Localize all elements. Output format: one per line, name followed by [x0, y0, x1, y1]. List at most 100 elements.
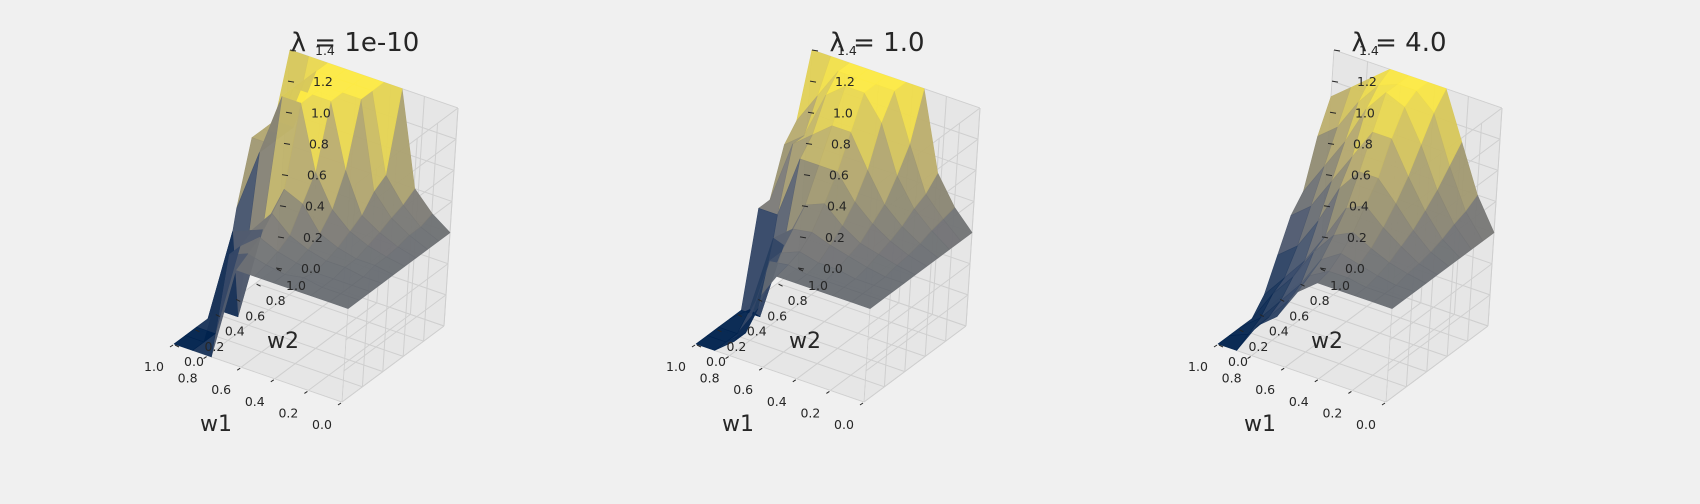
grid-line-y [235, 297, 404, 357]
grid-line-z [345, 263, 449, 341]
y-tick-label-mark [798, 268, 804, 272]
grid-line-x [1251, 279, 1354, 357]
x-tick-label-mark [691, 344, 696, 348]
x-tick-label: 1.0 [1188, 359, 1208, 374]
z-tick-label: 0.6 [1351, 168, 1371, 183]
y-tick-label-mark [1279, 298, 1285, 302]
grid-line-y [1258, 313, 1427, 373]
grid-line-y [1299, 282, 1468, 342]
y-tick-label: 0.2 [1248, 339, 1268, 354]
x-tick-label-mark [1213, 344, 1218, 348]
x-tick-label-mark [203, 356, 207, 360]
z-tick-label-mark [1327, 142, 1335, 145]
y-tick-label-mark [215, 314, 221, 318]
z-tick-label: 0.2 [825, 230, 845, 245]
y-tick-label: 0.4 [225, 324, 245, 339]
chart-title: λ = 1.0 [829, 28, 924, 58]
grid-line-z [867, 263, 971, 341]
z-tick-label: 1.2 [313, 74, 333, 89]
y-tick-label: 0.2 [204, 339, 224, 354]
z-tick-label-mark [797, 267, 805, 270]
z-tick-label: 0.2 [1347, 230, 1367, 245]
z-tick-label: 0.2 [303, 230, 323, 245]
z-tick-label-mark [811, 49, 819, 52]
z-tick-label-mark [809, 80, 817, 83]
grid-line-y [695, 343, 865, 403]
x-tick-label: 1.0 [144, 359, 164, 374]
grid-line-y [1487, 107, 1503, 327]
z-tick-label-mark [1329, 111, 1337, 114]
grid-line-x [274, 302, 378, 380]
grid-line-z [1389, 263, 1493, 341]
z-tick-label: 1.4 [1359, 43, 1379, 58]
x-tick-label-mark [1247, 356, 1251, 360]
y-tick-label: 0.4 [747, 324, 767, 339]
y-axis-label: w2 [1311, 329, 1343, 354]
y-axis-label: w2 [267, 329, 299, 354]
y-tick-label-mark [737, 314, 743, 318]
grid-line-x [207, 279, 310, 357]
x-tick-label: 0.8 [700, 371, 720, 386]
z-tick-label-mark [287, 80, 295, 83]
z-tick-label: 0.6 [307, 168, 327, 183]
z-tick-label-mark [799, 236, 807, 239]
x-tick-label: 0.4 [1289, 394, 1309, 409]
y-tick-label: 1.0 [808, 278, 828, 293]
z-tick-label-mark [1321, 236, 1329, 239]
z-tick-label: 0.6 [829, 168, 849, 183]
y-tick-label-mark [1259, 314, 1265, 318]
x-tick-label: 0.2 [278, 405, 298, 420]
y-tick-label-mark [256, 283, 261, 287]
z-tick-label: 1.0 [311, 105, 331, 120]
x-tick-label: 0.0 [312, 417, 332, 432]
y-tick-label-mark [1218, 344, 1224, 348]
surface-face [695, 335, 727, 351]
subplot-1: 0.00.20.40.60.81.0 0.00.20.40.60.81.00.00… [144, 28, 459, 437]
z-tick-label-mark [1319, 267, 1327, 270]
x-tick-label: 0.6 [733, 382, 753, 397]
z-tick-label-mark [289, 49, 297, 52]
grid-line-x [1284, 290, 1388, 368]
grid-line-y [255, 282, 424, 342]
z-tick-label-mark [807, 111, 815, 114]
x-tick-label: 0.2 [1322, 405, 1342, 420]
grid-line-y [777, 282, 946, 342]
y-tick-label-mark [174, 344, 180, 348]
z-tick-label: 0.8 [309, 136, 329, 151]
grid-line-x [1352, 313, 1455, 391]
z-tick-label: 0.0 [1345, 261, 1365, 276]
grid-line-x [796, 302, 900, 380]
subplot-2: 0.00.20.40.60.81.0 0.00.20.40.60.81.00.00… [666, 28, 981, 437]
y-tick-label-mark [276, 268, 282, 272]
z-tick-label-mark [803, 174, 811, 177]
y-tick-label: 0.4 [1269, 324, 1289, 339]
y-tick-label-mark [1239, 329, 1244, 333]
x-tick-label-mark [1280, 367, 1285, 371]
grid-line-x [308, 313, 411, 391]
grid-line-y [443, 107, 459, 327]
y-tick-label: 0.8 [266, 293, 286, 308]
z-tick-label-mark [801, 205, 809, 208]
x-tick-label: 0.0 [834, 417, 854, 432]
grid-line-y [214, 313, 383, 373]
z-tick-label: 0.4 [827, 199, 847, 214]
y-axis-label: w2 [789, 329, 821, 354]
y-tick-label-mark [696, 344, 702, 348]
z-tick-label-mark [805, 142, 813, 145]
z-tick-label-mark [279, 205, 287, 208]
z-tick-label-mark [275, 267, 283, 270]
x-tick-label: 1.0 [666, 359, 686, 374]
y-tick-label-mark [235, 298, 241, 302]
grid-line-x [240, 290, 344, 368]
y-tick-label: 0.0 [184, 354, 204, 369]
grid-line-y [1279, 297, 1448, 357]
z-tick-label-mark [1333, 49, 1341, 52]
x-tick-label-mark [792, 379, 797, 383]
grid-line-x [1318, 302, 1422, 380]
grid-line-z [1385, 325, 1489, 403]
x-tick-label-mark [758, 367, 763, 371]
z-tick-label-mark [1331, 80, 1339, 83]
x-tick-label: 0.4 [767, 394, 787, 409]
